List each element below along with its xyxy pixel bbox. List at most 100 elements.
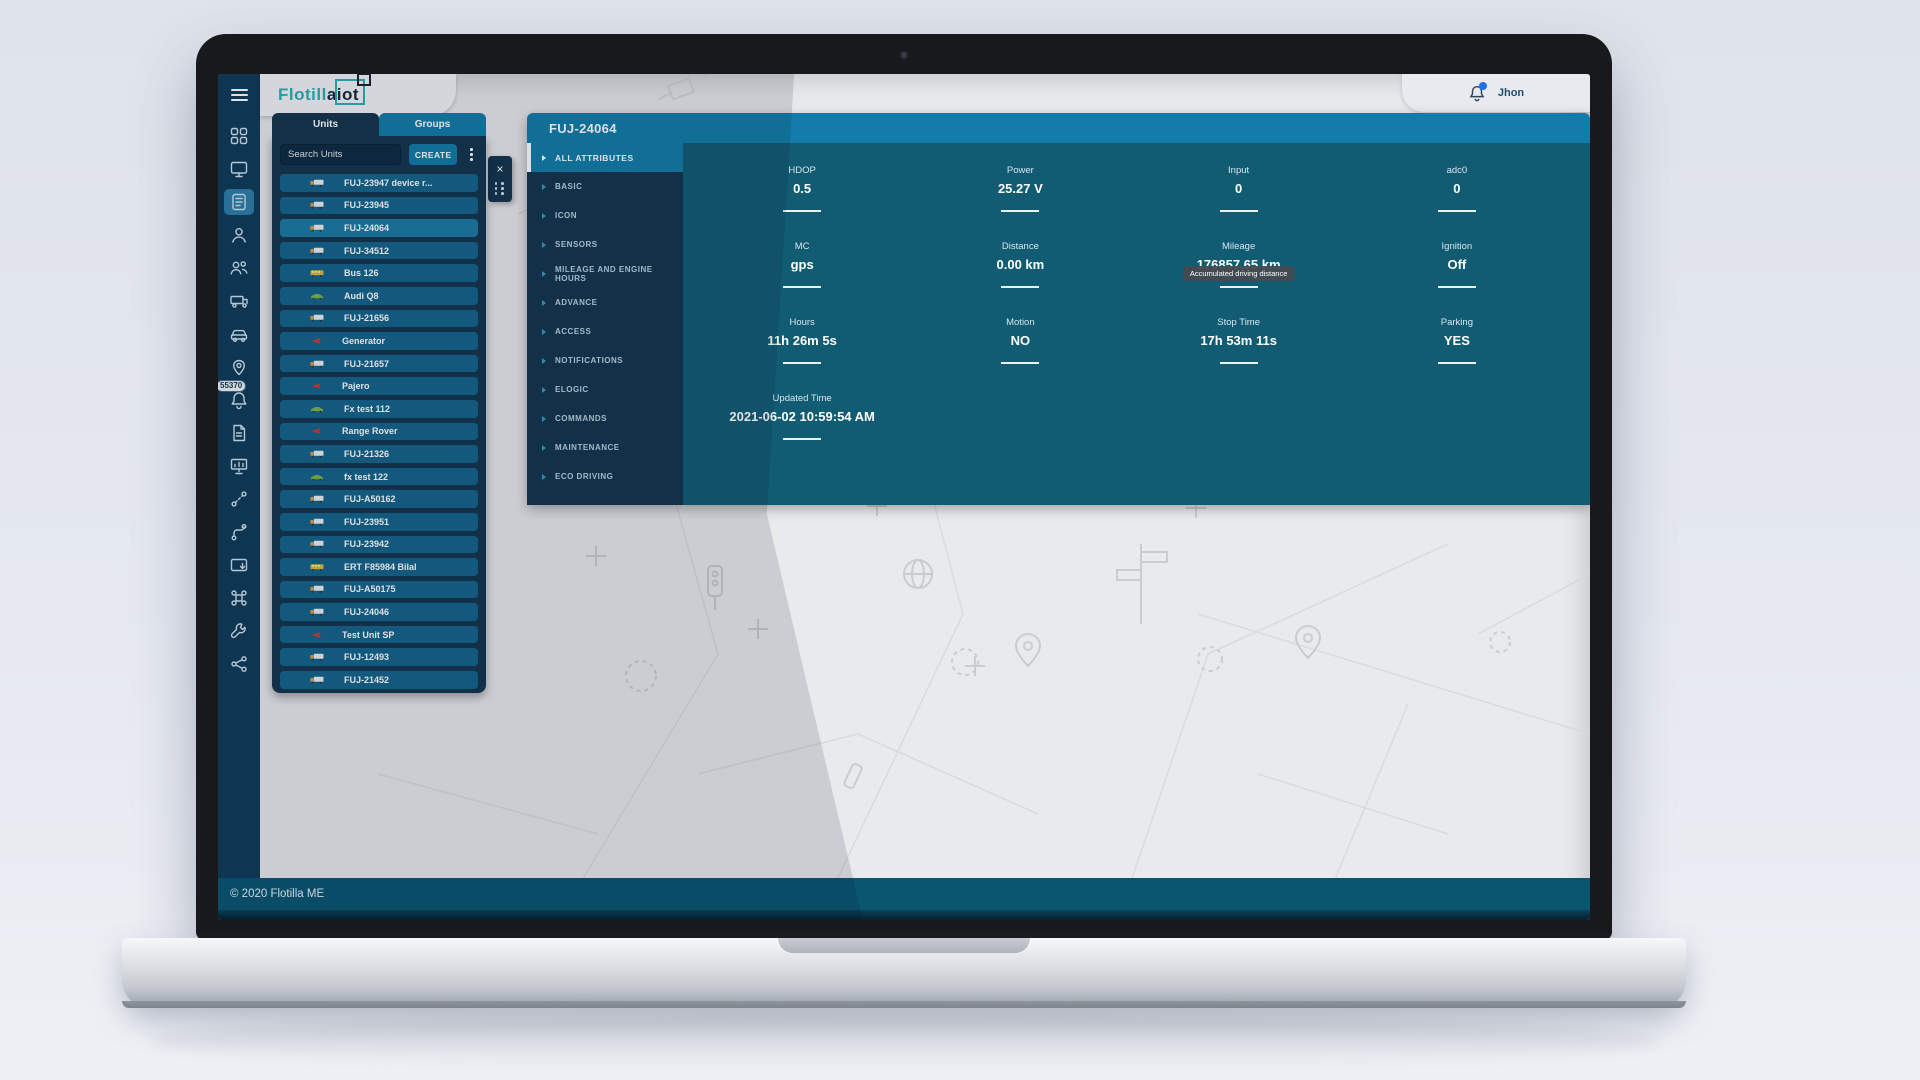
chevron-right-icon bbox=[542, 299, 546, 306]
unit-list-item[interactable]: Fx test 112 bbox=[280, 399, 478, 418]
sidebar-item-trips[interactable] bbox=[224, 486, 254, 512]
menu-item-eco-driving[interactable]: ECO DRIVING bbox=[527, 462, 683, 491]
unit-label: Generator bbox=[342, 335, 386, 346]
unit-list-item[interactable]: Generator bbox=[280, 332, 478, 350]
attribute-cell-power: Power 25.27 V bbox=[911, 165, 1129, 241]
bus-icon bbox=[310, 269, 324, 277]
app-screen: 55370 Flotillaiot Jhon bbox=[218, 74, 1590, 920]
unit-label: Fx test 112 bbox=[344, 403, 391, 414]
notification-dot bbox=[1478, 82, 1487, 90]
attribute-menu: ALL ATTRIBUTES BASIC ICON SENSORS MILEAGE AN… bbox=[527, 143, 683, 505]
unit-list-item[interactable]: FUJ-21656 bbox=[280, 309, 478, 328]
unit-list-item[interactable]: FUJ-23945 bbox=[280, 196, 478, 215]
sidebar-item-units[interactable] bbox=[224, 189, 254, 215]
unit-label: FUJ-21326 bbox=[344, 448, 390, 459]
truck-icon bbox=[310, 540, 324, 549]
sidebar-item-reports[interactable] bbox=[224, 420, 254, 446]
unit-list-item[interactable]: FUJ-21326 bbox=[280, 445, 478, 463]
menu-toggle-button[interactable] bbox=[226, 83, 252, 107]
copyright-text: © 2020 Flotilla ME bbox=[230, 888, 325, 900]
chevron-right-icon bbox=[542, 357, 546, 364]
unit-list-item[interactable]: FUJ-23947 device r... bbox=[280, 174, 478, 192]
sidebar-item-tracking[interactable] bbox=[224, 354, 254, 380]
chevron-right-icon bbox=[542, 386, 546, 393]
sidebar-item-messages[interactable] bbox=[224, 552, 254, 578]
menu-item-elogic[interactable]: ELOGIC bbox=[527, 375, 683, 404]
chevron-right-icon bbox=[542, 212, 546, 219]
unit-label: Range Rover bbox=[342, 426, 398, 437]
unit-list-item[interactable]: FUJ-24064 bbox=[280, 219, 478, 237]
unit-list-item[interactable]: Range Rover bbox=[280, 422, 478, 441]
sidebar-item-maintenance[interactable] bbox=[224, 618, 254, 644]
attribute-underline bbox=[1219, 210, 1258, 212]
user-menu[interactable]: Jhon bbox=[1402, 74, 1590, 112]
unit-list-item[interactable]: FUJ-A50162 bbox=[280, 490, 478, 508]
car-icon bbox=[310, 292, 324, 300]
sidebar-item-trailers[interactable] bbox=[224, 288, 254, 314]
tab-groups[interactable]: Groups bbox=[379, 113, 486, 136]
menu-item-basic[interactable]: BASIC bbox=[527, 172, 683, 201]
attribute-cell-mc: MC gps bbox=[693, 241, 911, 317]
unit-label: FUJ-A50162 bbox=[344, 494, 396, 505]
menu-item-icon[interactable]: ICON bbox=[527, 201, 683, 230]
drag-handle-icon[interactable] bbox=[494, 182, 506, 195]
menu-item-sensors[interactable]: SENSORS bbox=[527, 230, 683, 259]
unit-list-item[interactable]: FUJ-34512 bbox=[280, 241, 478, 260]
more-options-icon[interactable] bbox=[465, 145, 478, 164]
sidebar-item-dashboard[interactable] bbox=[224, 123, 254, 149]
unit-list-item[interactable]: ERT F85984 Bilal bbox=[280, 558, 478, 576]
close-icon[interactable]: × bbox=[496, 162, 504, 177]
create-button[interactable]: CREATE bbox=[409, 144, 458, 165]
attribute-label: Parking bbox=[1440, 317, 1473, 328]
share-nodes-icon bbox=[231, 656, 247, 672]
sidebar-item-drivers[interactable] bbox=[224, 222, 254, 248]
sidebar-item-monitoring[interactable] bbox=[224, 156, 254, 182]
unit-list-item[interactable]: FUJ-12493 bbox=[280, 648, 478, 667]
unit-list-item[interactable]: FUJ-24046 bbox=[280, 603, 478, 621]
unit-list-item[interactable]: FUJ-A50175 bbox=[280, 580, 478, 599]
menu-item-commands[interactable]: COMMANDS bbox=[527, 404, 683, 433]
unit-list-item[interactable]: Pajero bbox=[280, 377, 478, 395]
unit-list-item[interactable]: fx test 122 bbox=[280, 467, 478, 486]
satellite-decoration bbox=[657, 74, 712, 101]
laptop-base-edge bbox=[122, 1001, 1686, 1008]
tab-units[interactable]: Units bbox=[272, 113, 379, 136]
unit-list-item[interactable]: Audi Q8 bbox=[280, 286, 478, 305]
menu-item-maintenance[interactable]: MAINTENANCE bbox=[527, 433, 683, 462]
sidebar-item-notifications[interactable]: 55370 bbox=[218, 380, 254, 413]
chevron-right-icon bbox=[542, 154, 546, 161]
sidebar-item-integrations[interactable] bbox=[224, 651, 254, 677]
truck-icon bbox=[310, 585, 324, 594]
unit-list-item[interactable]: FUJ-23942 bbox=[280, 535, 478, 554]
sidebar-item-vehicles[interactable] bbox=[224, 321, 254, 347]
panel-controls: × bbox=[488, 156, 512, 202]
menu-item-mileage-and-engine-hours[interactable]: MILEAGE AND ENGINE HOURS bbox=[527, 259, 683, 288]
attribute-label: Updated Time bbox=[772, 393, 832, 404]
menu-item-access[interactable]: ACCESS bbox=[527, 317, 683, 346]
unit-list-item[interactable]: FUJ-23951 bbox=[280, 512, 478, 531]
sidebar-item-presentation[interactable] bbox=[224, 453, 254, 479]
attribute-value: gps bbox=[790, 257, 814, 272]
sidebar-item-users[interactable] bbox=[224, 255, 254, 281]
unit-label: Audi Q8 bbox=[344, 290, 379, 301]
unit-label: Bus 126 bbox=[344, 268, 379, 279]
sidebar-item-geofences[interactable] bbox=[224, 519, 254, 545]
menu-item-notifications[interactable]: NOTIFICATIONS bbox=[527, 346, 683, 375]
menu-item-all-attributes[interactable]: ALL ATTRIBUTES bbox=[527, 143, 683, 172]
user-name[interactable]: Jhon bbox=[1497, 87, 1525, 99]
unit-list-item[interactable]: Test Unit SP bbox=[280, 625, 478, 644]
attribute-label: Power bbox=[1006, 165, 1034, 176]
truck-icon bbox=[310, 608, 324, 616]
attribute-cell-hours: Hours 11h 26m 5s bbox=[693, 317, 911, 393]
menu-item-advance[interactable]: ADVANCE bbox=[527, 288, 683, 317]
unit-list-item[interactable]: FUJ-21657 bbox=[280, 354, 478, 373]
unit-label: FUJ-21452 bbox=[344, 674, 390, 685]
units-list-icon bbox=[232, 193, 246, 211]
location-pin-icon bbox=[233, 359, 245, 376]
unit-list-item[interactable]: FUJ-21452 bbox=[280, 671, 478, 689]
unit-list-item[interactable]: Bus 126 bbox=[280, 264, 478, 282]
search-input[interactable] bbox=[280, 144, 401, 165]
notification-bell-icon[interactable] bbox=[1468, 82, 1487, 102]
sidebar-item-automation[interactable] bbox=[224, 585, 254, 611]
